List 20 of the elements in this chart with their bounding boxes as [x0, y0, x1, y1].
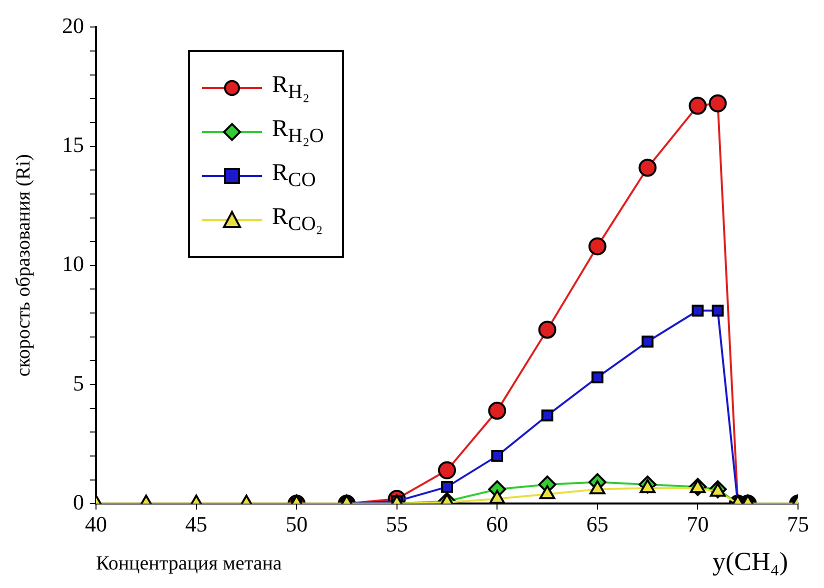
- legend-label: R$_{H₂}$: [272, 72, 310, 104]
- x-tick-label: 65: [586, 512, 608, 537]
- legend-label: R$_{CO₂}$: [272, 204, 323, 236]
- x-tick-label: 45: [185, 512, 208, 537]
- x-tick-label: 50: [286, 512, 308, 537]
- x-tick-label: 40: [85, 512, 107, 537]
- legend-label: R$_{H₂O}$: [272, 116, 324, 148]
- y-tick-label: 0: [73, 489, 84, 514]
- y-tick-label: 15: [62, 132, 84, 158]
- y-axis-title: скорость образования (Ri): [12, 154, 34, 377]
- legend-label: R$_{CO}$: [272, 160, 316, 192]
- y-tick-label: 20: [62, 12, 84, 38]
- x-tick-label: 55: [386, 512, 408, 537]
- text: y(CH₄): [712, 546, 788, 576]
- x-tick-label: 75: [787, 512, 809, 537]
- x-tick-label: 60: [486, 512, 508, 537]
- y-tick-label: 5: [73, 370, 84, 396]
- y-tick-label: 10: [62, 251, 84, 276]
- x-tick-label: 70: [686, 512, 709, 537]
- x-axis-title: Концентрация метана: [96, 552, 282, 574]
